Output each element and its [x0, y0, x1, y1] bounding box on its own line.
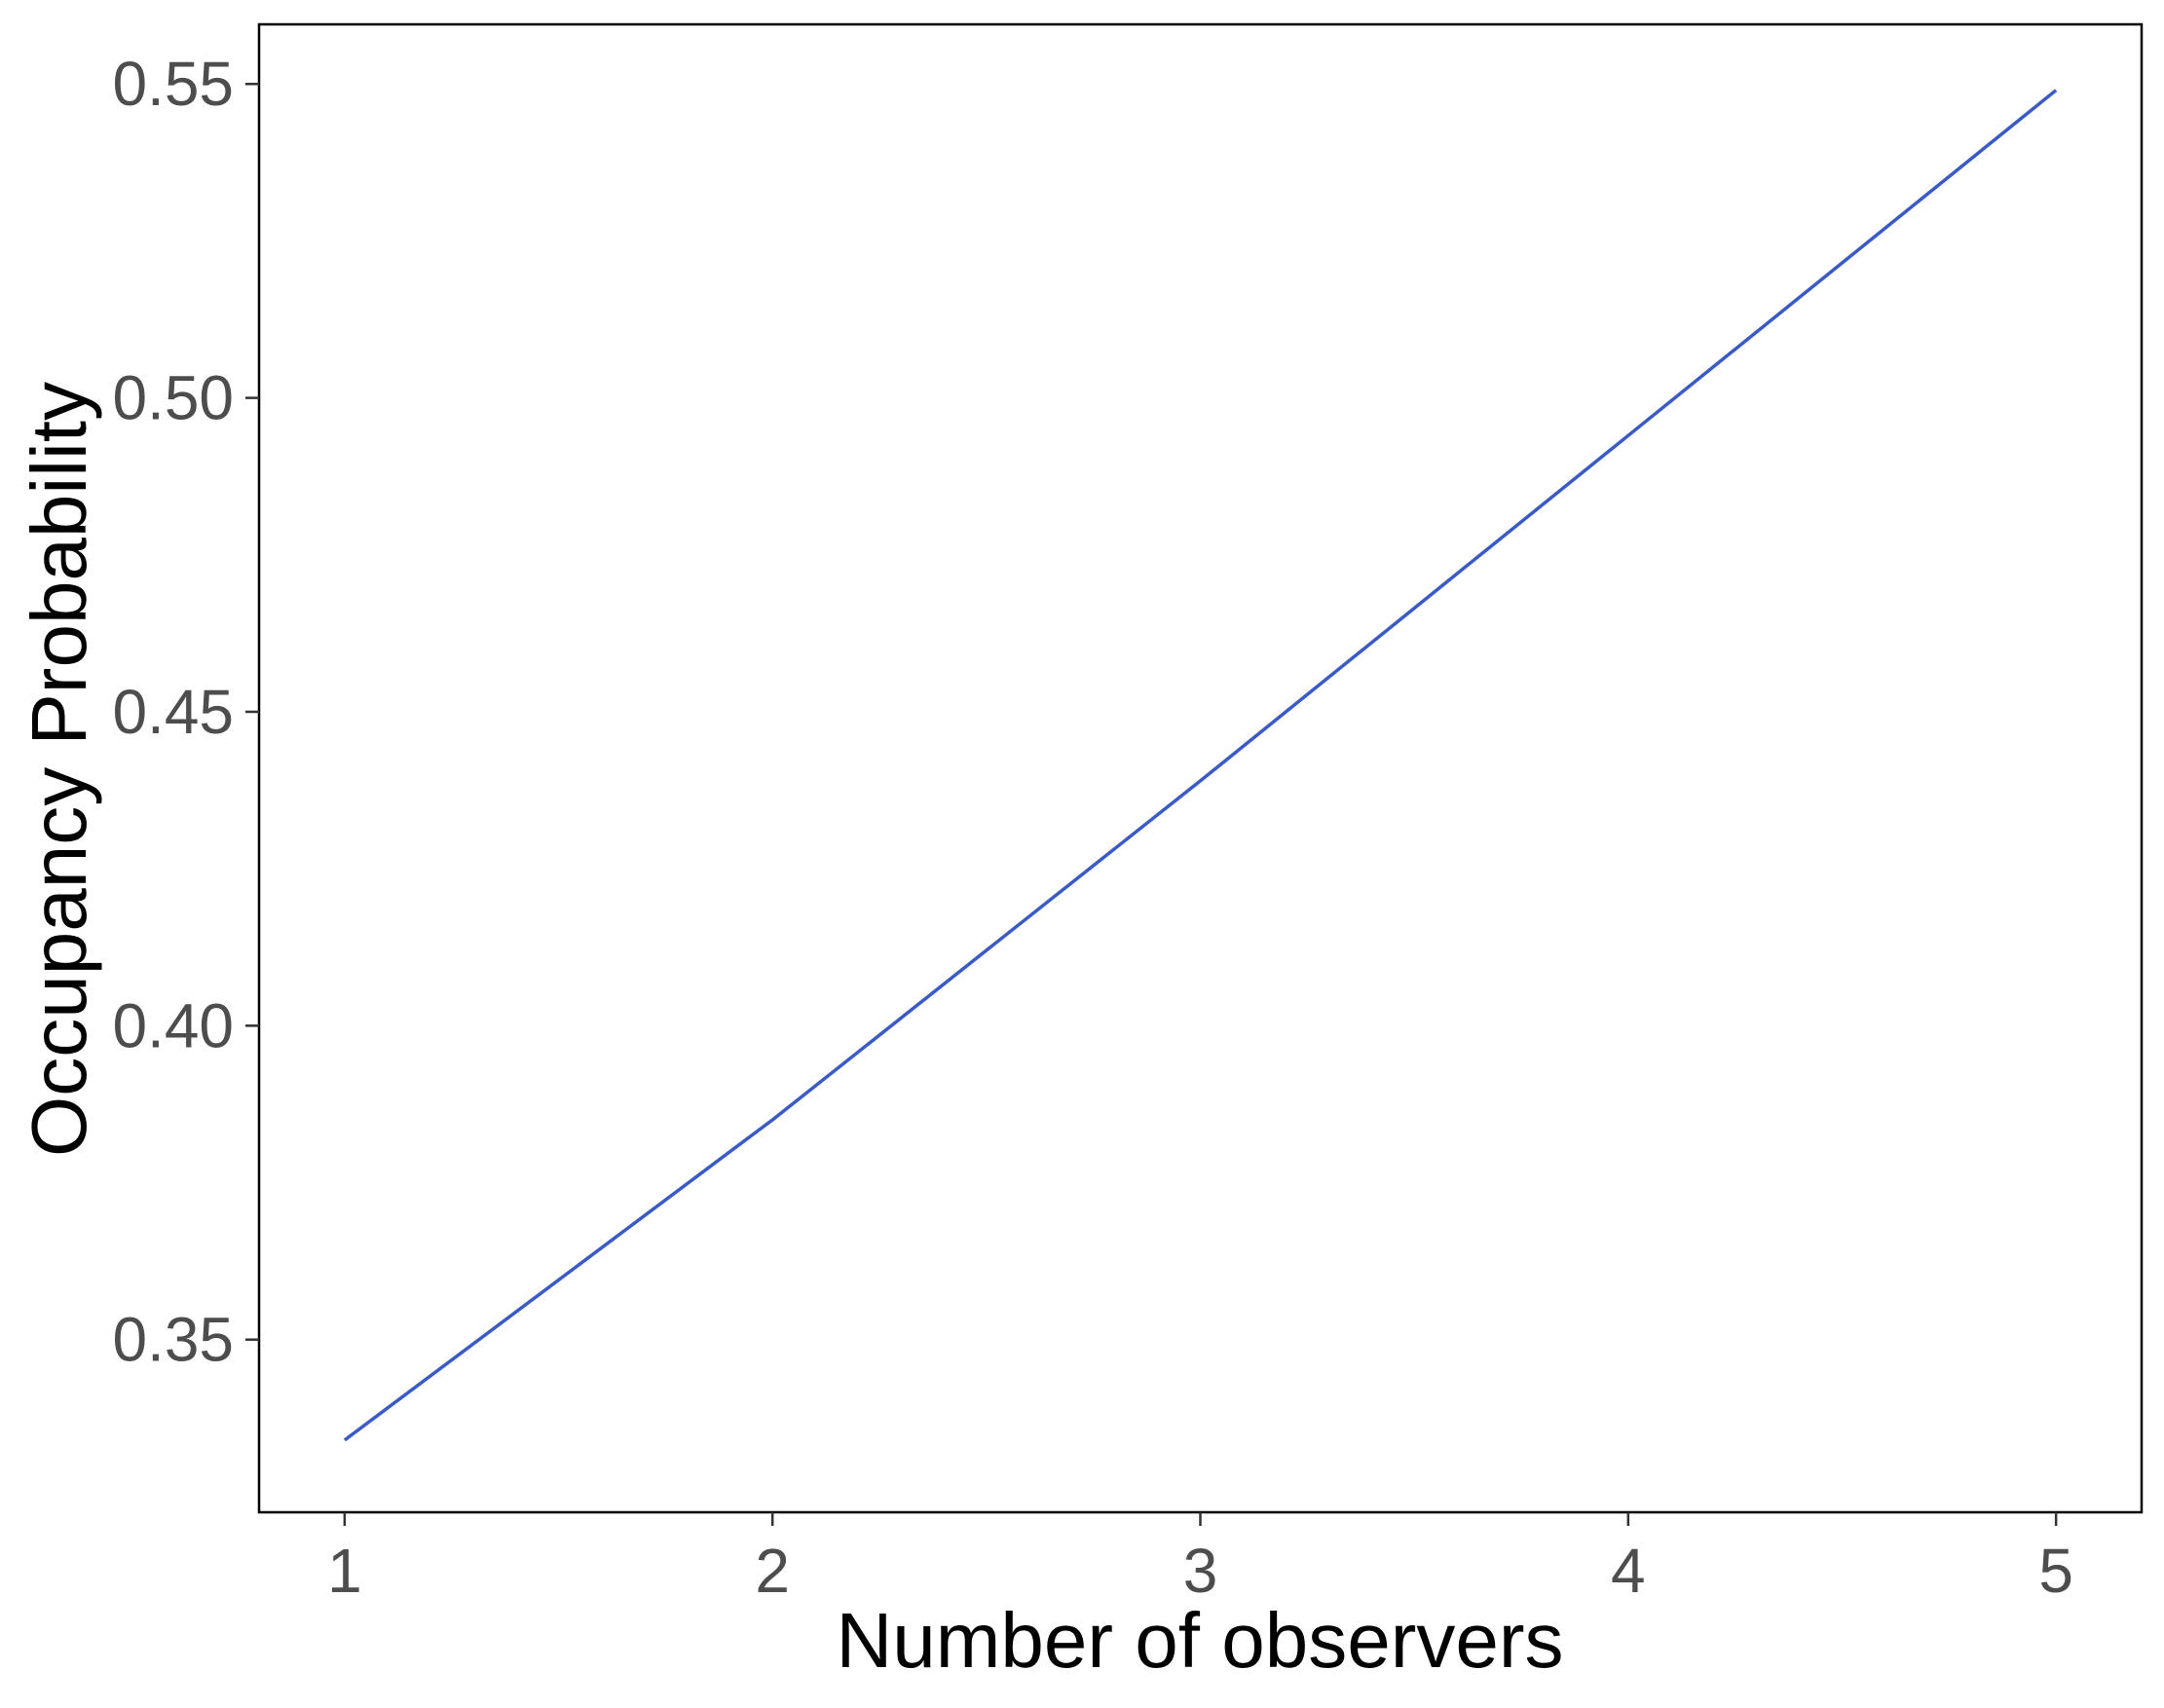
- y-tick-label: 0.45: [112, 677, 234, 747]
- y-tick-label: 0.50: [112, 363, 234, 433]
- x-tick-label: 2: [755, 1536, 790, 1606]
- x-tick-label: 5: [2038, 1536, 2073, 1606]
- y-tick-label: 0.55: [112, 49, 234, 119]
- y-tick-label: 0.35: [112, 1305, 234, 1375]
- x-tick-label: 3: [1183, 1536, 1218, 1606]
- series-line: [343, 89, 2058, 1442]
- x-tick-label: 1: [327, 1536, 362, 1606]
- y-tick-label: 0.40: [112, 990, 234, 1060]
- x-axis-title: Number of observers: [837, 1597, 1564, 1684]
- y-axis-title: Occupancy Probability: [16, 382, 102, 1157]
- x-tick-label: 4: [1611, 1536, 1646, 1606]
